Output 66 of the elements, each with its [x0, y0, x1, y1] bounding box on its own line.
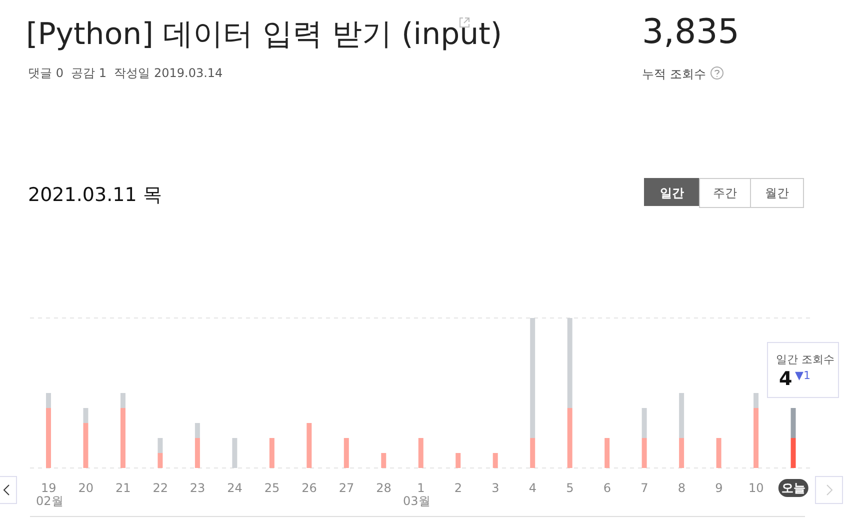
bar	[679, 438, 684, 468]
bar	[642, 408, 647, 438]
x-tick-label: 24	[227, 481, 242, 495]
bar	[269, 438, 274, 468]
bar	[306, 423, 312, 468]
text: 02월	[36, 493, 64, 510]
bar	[158, 453, 163, 468]
x-tick-label: 25	[264, 481, 280, 495]
x-tick-label: 8	[678, 481, 686, 495]
bar	[381, 453, 386, 468]
bar	[567, 408, 572, 468]
text: 일간	[644, 178, 700, 206]
text: 3,835	[642, 12, 740, 52]
bar	[492, 453, 498, 468]
annotation: ▼1	[795, 369, 810, 382]
x-tick-label: 28	[376, 481, 392, 495]
text: 월간	[750, 178, 804, 208]
bar	[754, 393, 759, 408]
bar	[567, 318, 572, 408]
text: 주간	[699, 178, 751, 208]
bar	[716, 438, 722, 468]
bar	[418, 438, 424, 468]
bar	[344, 438, 349, 468]
x-tick-label: 3	[492, 481, 500, 495]
bar	[456, 453, 461, 468]
x-tick-label: 오늘	[781, 481, 806, 495]
x-tick-label: 10	[748, 481, 764, 495]
bar	[642, 438, 647, 468]
x-tick-label: 1	[417, 481, 425, 495]
bar	[790, 408, 796, 438]
x-tick-label: 5	[566, 481, 574, 495]
x-tick-label: 22	[152, 481, 168, 495]
bar	[530, 438, 536, 468]
bar	[232, 438, 238, 468]
bar	[754, 408, 759, 468]
text: 누적 조회수	[642, 66, 706, 83]
text: 03월	[403, 493, 430, 510]
bar	[46, 408, 51, 468]
x-tick-label: 6	[603, 481, 612, 495]
x-tick-label: 23	[190, 481, 206, 495]
x-tick-label: 21	[115, 481, 131, 495]
bar	[46, 393, 51, 408]
text: 2021.03.11 목	[28, 183, 162, 208]
x-tick-label: 2	[454, 481, 462, 495]
bar	[530, 318, 536, 438]
annotation: 4	[779, 368, 792, 390]
bar	[194, 438, 200, 468]
bar	[158, 438, 163, 453]
x-tick-label: 20	[78, 481, 94, 495]
chart-title: [Python] 데이터 입력 받기 (input)	[26, 16, 502, 54]
bar	[83, 423, 88, 468]
bar	[679, 393, 684, 438]
bar	[790, 438, 796, 468]
x-tick-label: 7	[640, 481, 648, 495]
x-tick-label: 27	[338, 481, 354, 495]
annotation: 일간 조회수	[776, 352, 834, 367]
bar	[194, 423, 200, 438]
x-tick-label: 26	[302, 481, 317, 495]
x-tick-label: 19	[40, 481, 56, 495]
bar	[120, 408, 126, 468]
x-tick-label: 9	[715, 481, 723, 495]
bar	[83, 408, 88, 423]
bar	[120, 393, 126, 408]
x-tick-label: 4	[528, 481, 537, 495]
bar	[604, 438, 610, 468]
chart-subtitle: 댓글 0 공감 1 작성일 2019.03.14	[28, 65, 223, 82]
